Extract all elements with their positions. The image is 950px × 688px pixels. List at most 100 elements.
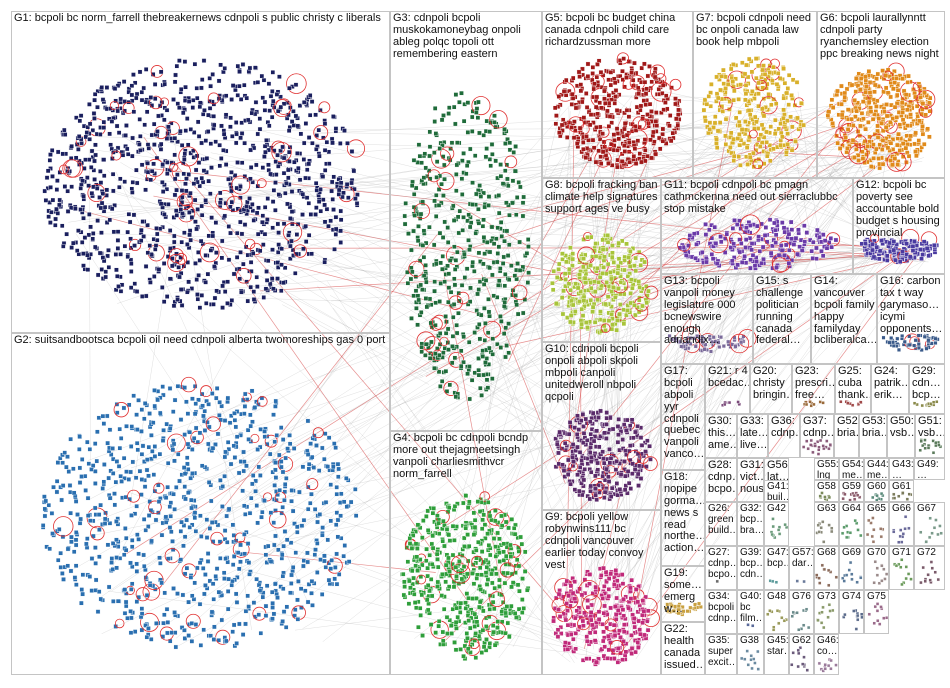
edge	[101, 254, 901, 634]
node	[128, 245, 134, 251]
edge	[589, 128, 899, 242]
node	[199, 293, 205, 298]
edge	[88, 149, 91, 461]
self-loop	[286, 73, 307, 94]
edge	[845, 127, 892, 246]
edge	[565, 237, 808, 306]
node	[208, 83, 213, 89]
edge	[629, 93, 656, 312]
node	[177, 58, 182, 63]
edge	[479, 136, 871, 638]
node	[48, 185, 53, 190]
edge	[282, 304, 430, 385]
node	[164, 136, 170, 141]
node	[290, 247, 296, 253]
edge	[313, 107, 791, 135]
node	[262, 154, 267, 159]
node	[77, 118, 83, 124]
node	[167, 228, 173, 233]
edge	[570, 258, 822, 269]
edge	[583, 124, 772, 642]
node	[210, 72, 215, 77]
edge	[618, 119, 794, 613]
edge	[116, 98, 846, 561]
node	[203, 138, 209, 143]
self-loop	[215, 190, 235, 210]
node	[107, 217, 113, 223]
node	[349, 149, 355, 154]
edge	[585, 244, 821, 618]
node	[298, 131, 304, 137]
edge	[498, 206, 596, 492]
node	[152, 82, 158, 87]
node	[257, 116, 263, 121]
edge	[586, 120, 619, 473]
edge	[153, 195, 607, 282]
node	[191, 130, 197, 135]
node	[304, 167, 310, 173]
edge	[631, 265, 788, 449]
node	[286, 128, 292, 133]
edge	[174, 321, 569, 547]
edge	[486, 189, 592, 483]
edge	[299, 165, 892, 278]
edge	[571, 155, 847, 496]
node	[222, 289, 228, 294]
edge	[290, 275, 575, 523]
edge	[461, 243, 908, 311]
edge	[73, 107, 880, 570]
node	[172, 233, 177, 239]
node	[93, 142, 98, 148]
edge	[454, 89, 606, 591]
node	[301, 157, 307, 162]
node	[113, 287, 119, 293]
edge	[413, 110, 872, 568]
edge	[617, 247, 913, 456]
edge	[650, 123, 713, 150]
node	[60, 244, 66, 249]
node	[182, 230, 187, 236]
node	[46, 214, 51, 219]
node	[95, 218, 100, 223]
node	[110, 171, 116, 177]
edge	[626, 147, 770, 493]
node	[308, 212, 314, 217]
node	[138, 238, 144, 243]
node	[231, 271, 237, 277]
edge	[174, 123, 923, 487]
node	[48, 166, 53, 171]
node	[286, 232, 291, 238]
node	[313, 212, 318, 217]
node	[238, 135, 243, 141]
node	[336, 177, 342, 182]
edge	[422, 99, 842, 319]
node	[338, 240, 344, 245]
edge	[637, 135, 740, 303]
node	[342, 128, 347, 133]
edge	[627, 256, 907, 269]
node	[164, 294, 170, 299]
node	[82, 235, 88, 240]
node	[99, 267, 105, 272]
node	[49, 148, 55, 153]
edge	[642, 100, 787, 613]
node	[92, 97, 97, 103]
edge	[458, 243, 711, 577]
edge	[628, 245, 874, 307]
edge	[633, 256, 928, 653]
node	[186, 279, 191, 285]
node	[154, 237, 160, 243]
edge	[717, 154, 910, 255]
edge	[753, 103, 906, 165]
edge	[235, 276, 424, 377]
node	[44, 175, 50, 180]
edge	[612, 240, 767, 636]
node	[301, 140, 307, 146]
node	[251, 218, 257, 223]
edge	[634, 146, 744, 481]
node	[50, 197, 56, 203]
edge	[207, 348, 430, 636]
node	[313, 112, 318, 118]
edge	[443, 230, 615, 626]
